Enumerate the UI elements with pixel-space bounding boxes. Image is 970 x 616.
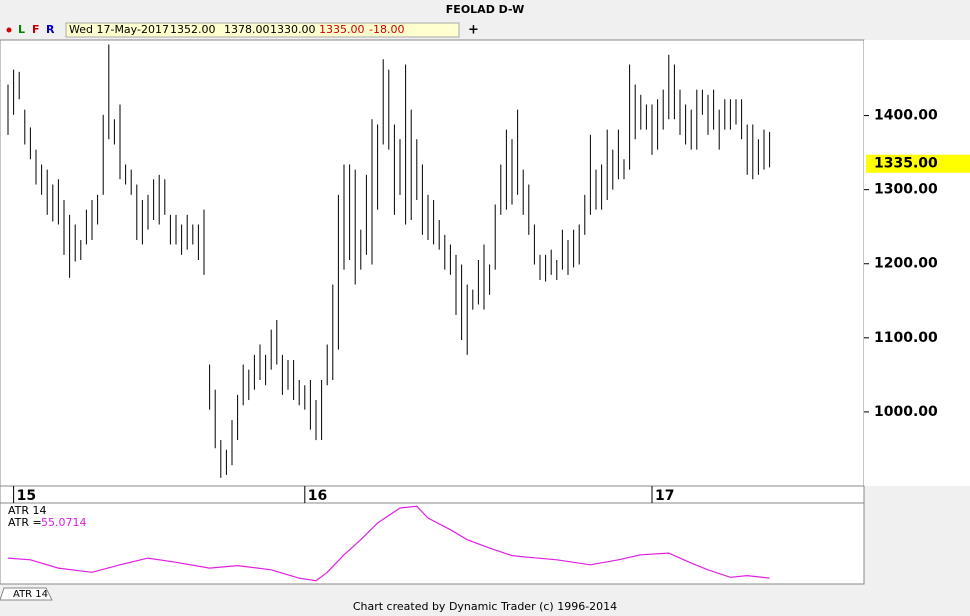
header-change: -18.00 xyxy=(369,23,404,36)
header-low: 1330.00 xyxy=(270,23,316,36)
header-date: Wed 17-May-2017 xyxy=(69,23,169,36)
x-tick-label: 17 xyxy=(655,488,674,504)
x-tick-label: 15 xyxy=(17,488,36,504)
header-open: 1352.00 xyxy=(170,23,216,36)
footer: Chart created by Dynamic Trader (c) 1996… xyxy=(353,600,617,613)
price-axis xyxy=(864,40,970,486)
y-tick-label: 1400.00 xyxy=(874,108,938,124)
button[interactable]: F xyxy=(32,23,40,36)
x-tick-label: 16 xyxy=(308,488,327,504)
price-panel xyxy=(0,39,865,487)
last-price-box xyxy=(866,154,970,173)
last-price-label: 1335.00 xyxy=(874,156,938,172)
y-tick-label: 1200.00 xyxy=(874,256,938,272)
indicator-tab[interactable] xyxy=(0,587,53,601)
indicator-value: 55.0714 xyxy=(41,516,87,529)
header-box xyxy=(65,22,460,38)
dot xyxy=(6,27,12,33)
tab-label[interactable]: ATR 14 xyxy=(13,589,48,600)
button[interactable]: L xyxy=(18,23,25,36)
indicator-line xyxy=(7,505,770,582)
indicator-name: ATR 14 xyxy=(8,504,47,517)
button[interactable]: R xyxy=(46,23,55,36)
header-high: 1378.00 xyxy=(224,23,270,36)
y-tick-label: 1000.00 xyxy=(874,404,938,420)
chart-title: FEOLAD D-W xyxy=(446,3,524,16)
indicator-label: ATR = xyxy=(8,516,42,529)
y-tick-label: 1300.00 xyxy=(874,182,938,198)
header-close: 1335.00 xyxy=(319,23,365,36)
indicator-panel xyxy=(0,502,865,585)
time-axis xyxy=(0,485,865,504)
add-button[interactable]: + xyxy=(468,23,479,38)
y-tick-label: 1100.00 xyxy=(874,330,938,346)
